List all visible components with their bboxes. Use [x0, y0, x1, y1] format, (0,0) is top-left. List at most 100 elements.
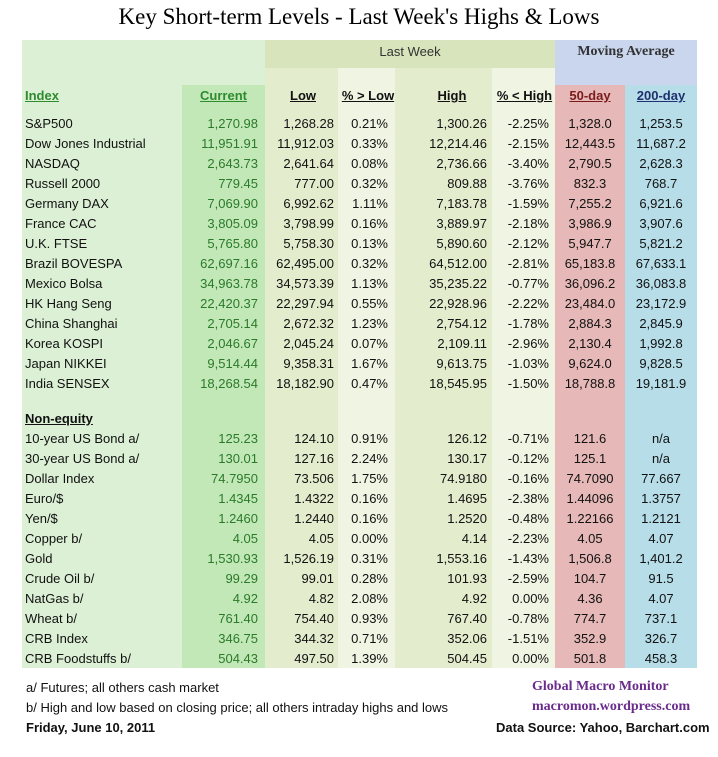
cell: 0.32%	[351, 176, 388, 191]
row-label: China Shanghai	[25, 316, 118, 331]
cell: 99.01	[301, 571, 334, 586]
cell: 130.01	[218, 451, 258, 466]
cell: 2,641.64	[283, 156, 334, 171]
cell: -2.12%	[507, 236, 549, 251]
cell: 2.08%	[351, 591, 388, 606]
cell: 777.00	[294, 176, 334, 191]
cell: 3,798.99	[283, 216, 334, 231]
title: Key Short-term Levels - Last Week's High…	[118, 4, 600, 29]
cell: 3,907.6	[639, 216, 683, 231]
cell: 5,758.30	[283, 236, 334, 251]
cell: 9,613.75	[436, 356, 487, 371]
row-label: CRB Foodstuffs b/	[25, 651, 131, 666]
cell: 64,512.00	[429, 256, 487, 271]
cell: 74.7950	[211, 471, 258, 486]
cell: 3,986.9	[568, 216, 612, 231]
cell: 0.32%	[351, 256, 388, 271]
low-band	[265, 68, 338, 668]
row-label: Germany DAX	[25, 196, 109, 211]
cell: 2,845.9	[639, 316, 683, 331]
cell: 1.11%	[352, 196, 388, 211]
cell: 18,788.8	[564, 376, 616, 391]
cell: 4.92	[232, 591, 258, 606]
cell: 125.1	[573, 451, 607, 466]
cell: -2.38%	[507, 491, 549, 506]
cell: -0.16%	[507, 471, 549, 486]
cell: 1.39%	[351, 651, 388, 666]
cell: 0.00%	[512, 591, 549, 606]
cell: 62,697.16	[200, 256, 258, 271]
cell: -1.03%	[507, 356, 549, 371]
cell: -2.96%	[507, 336, 549, 351]
row-label: HK Hang Seng	[25, 296, 112, 311]
cell: -2.59%	[507, 571, 549, 586]
cell: -0.71%	[507, 431, 549, 446]
row-label: Gold	[25, 551, 53, 566]
cell: 36,096.2	[564, 276, 616, 291]
cell: 2,790.5	[568, 156, 612, 171]
cell: 73.506	[294, 471, 334, 486]
cell: 1,401.2	[639, 551, 683, 566]
cell: 458.3	[644, 651, 678, 666]
column-header: % > Low	[341, 88, 395, 103]
cell: 1.67%	[351, 356, 388, 371]
row-label: Mexico Bolsa	[25, 276, 103, 291]
row-label: Crude Oil b/	[25, 571, 95, 586]
cell: 1,530.93	[207, 551, 258, 566]
cell: 0.28%	[351, 571, 388, 586]
cell: 501.8	[573, 651, 607, 666]
cell: 1.4322	[294, 491, 334, 506]
cell: 2,628.3	[639, 156, 683, 171]
row-label: U.K. FTSE	[25, 236, 88, 251]
cell: n/a	[651, 451, 671, 466]
cell: 0.93%	[351, 611, 388, 626]
cell: 127.16	[294, 451, 334, 466]
cell: 34,963.78	[200, 276, 258, 291]
cell: 0.08%	[351, 156, 388, 171]
cell: 3,805.09	[207, 216, 258, 231]
row-label: Russell 2000	[25, 176, 101, 191]
index-band	[22, 40, 182, 668]
cell: 22,420.37	[200, 296, 258, 311]
cell: 12,214.46	[429, 136, 487, 151]
cell: 4.07	[648, 531, 674, 546]
row-label: NASDAQ	[25, 156, 80, 171]
cell: 779.45	[218, 176, 258, 191]
cell: -0.78%	[507, 611, 549, 626]
cell: 5,821.2	[639, 236, 683, 251]
cell: 121.6	[573, 431, 607, 446]
cell: -0.77%	[507, 276, 549, 291]
cell: 2,045.24	[283, 336, 334, 351]
cell: 9,358.31	[283, 356, 334, 371]
cell: -0.48%	[507, 511, 549, 526]
row-label: Euro/$	[25, 491, 64, 506]
column-header: % < High	[496, 88, 553, 103]
cell: 11,687.2	[636, 136, 686, 151]
cell: 2.24%	[351, 451, 388, 466]
cell: 125.23	[218, 431, 258, 446]
cell: 18,268.54	[200, 376, 258, 391]
cell: 0.91%	[351, 431, 388, 446]
cell: 7,255.2	[568, 196, 612, 211]
cell: -1.50%	[507, 376, 549, 391]
cell: 2,046.67	[207, 336, 258, 351]
cell: 1.2121	[641, 511, 681, 526]
cell: 0.21%	[351, 116, 388, 131]
cell: 11,912.03	[277, 136, 334, 151]
cell: 1,328.0	[568, 116, 612, 131]
cell: 1.3757	[641, 491, 681, 506]
column-header: High	[437, 88, 467, 103]
cell: 5,947.7	[568, 236, 612, 251]
cell: 346.75	[218, 631, 258, 646]
cell: 22,297.94	[276, 296, 334, 311]
cell: 504.43	[218, 651, 258, 666]
cell: 5,890.60	[436, 236, 487, 251]
cell: 23,172.9	[635, 296, 687, 311]
cell: 832.3	[573, 176, 607, 191]
cell: -3.76%	[507, 176, 549, 191]
cell: 3,889.97	[436, 216, 487, 231]
cell: 4.07	[648, 591, 674, 606]
cell: 4.92	[461, 591, 487, 606]
cell: 130.17	[447, 451, 487, 466]
cell: 1.44096	[566, 491, 614, 506]
